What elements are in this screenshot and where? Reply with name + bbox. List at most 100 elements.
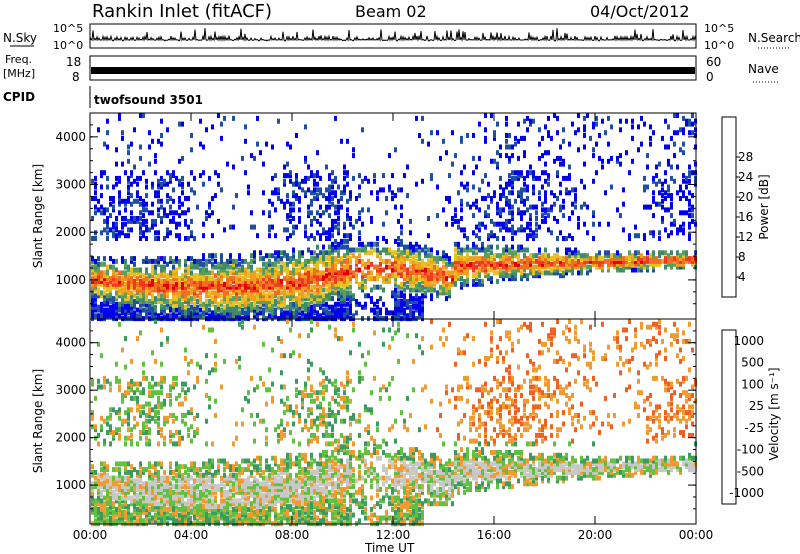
power-cell	[370, 244, 373, 250]
power-cell	[499, 261, 502, 267]
power-cell	[418, 133, 421, 138]
power-cell	[592, 124, 595, 130]
power-cell	[676, 253, 679, 259]
velocity-cell	[145, 481, 148, 487]
power-cell	[226, 161, 229, 167]
power-cell	[457, 264, 460, 270]
power-cell	[202, 276, 205, 282]
power-cell	[274, 270, 277, 276]
velocity-cell	[97, 506, 100, 512]
power-cell	[574, 193, 577, 199]
power-cell	[325, 273, 328, 279]
power-cell	[592, 236, 595, 241]
power-cell	[493, 233, 496, 239]
power-cell	[343, 258, 346, 264]
power-cell	[91, 290, 94, 296]
power-cell	[559, 207, 562, 213]
power-cell	[241, 284, 244, 290]
power-cell	[379, 187, 382, 193]
velocity-cell	[172, 432, 175, 438]
power-cell	[142, 201, 145, 207]
power-cell	[553, 113, 556, 118]
power-cell	[100, 261, 103, 267]
power-cell	[250, 153, 253, 159]
velocity-cell	[148, 489, 151, 495]
velocity-cell	[121, 498, 124, 504]
power-cell	[397, 304, 400, 310]
velocity-cell	[247, 458, 250, 464]
power-cell	[184, 273, 187, 279]
velocity-cell	[250, 484, 253, 490]
power-cell	[181, 175, 184, 181]
velocity-cell	[184, 390, 187, 396]
power-cell	[340, 313, 343, 319]
velocity-cell	[157, 415, 160, 421]
power-cell	[166, 193, 169, 199]
velocity-cell	[103, 464, 106, 470]
power-cell	[664, 190, 667, 196]
power-cell	[631, 258, 634, 264]
power-cell	[409, 299, 412, 304]
velocity-cell	[193, 432, 196, 438]
power-cell	[433, 276, 436, 282]
power-cell	[367, 270, 370, 276]
power-cell	[655, 201, 658, 207]
power-cell	[499, 184, 502, 190]
power-cell	[379, 267, 382, 273]
power-cell	[448, 270, 451, 276]
power-cell	[451, 130, 454, 136]
velocity-cell	[205, 353, 208, 359]
power-cell	[352, 273, 355, 279]
velocity-cell	[139, 381, 142, 387]
velocity-cell	[184, 484, 187, 490]
power-cell	[205, 304, 208, 310]
power-cell	[394, 261, 397, 267]
power-cell	[130, 310, 133, 316]
power-cell	[469, 264, 472, 270]
power-cell	[130, 290, 133, 296]
power-cell	[298, 287, 301, 293]
velocity-cell	[169, 506, 172, 512]
power-cell	[172, 273, 175, 279]
power-cell	[556, 115, 559, 121]
power-cell	[646, 184, 649, 190]
power-cell	[319, 293, 322, 299]
power-cell	[523, 210, 526, 216]
power-cell	[211, 296, 214, 302]
power-cell	[139, 310, 142, 316]
power-cell	[436, 293, 439, 299]
power-cell	[100, 278, 103, 284]
power-cell	[187, 264, 190, 270]
velocity-cell	[169, 489, 172, 495]
power-cell	[307, 210, 310, 216]
power-cell	[214, 278, 217, 284]
power-cell	[355, 276, 358, 282]
velocity-cell	[142, 370, 145, 376]
power-cell	[451, 261, 454, 267]
power-cell	[157, 178, 160, 184]
power-cell	[175, 287, 178, 293]
power-cell	[295, 175, 298, 181]
power-cell	[178, 158, 181, 164]
power-cell	[169, 307, 172, 313]
power-cell	[409, 310, 412, 316]
velocity-cell	[259, 472, 262, 478]
velocity-cell	[193, 501, 196, 507]
power-cell	[685, 184, 688, 190]
power-cell	[658, 178, 661, 184]
velocity-cell	[127, 435, 130, 441]
power-cell	[301, 287, 304, 293]
power-cell	[631, 118, 634, 124]
power-cell	[175, 273, 178, 279]
power-cell	[403, 296, 406, 302]
power-cell	[253, 301, 256, 307]
power-cell	[328, 233, 331, 239]
power-cell	[544, 150, 547, 156]
power-cell	[490, 278, 493, 284]
power-cell	[142, 170, 145, 176]
power-cell	[223, 270, 226, 276]
power-cell	[295, 278, 298, 284]
velocity-cell	[262, 475, 265, 481]
power-cell	[280, 310, 283, 316]
power-cell	[112, 230, 115, 236]
